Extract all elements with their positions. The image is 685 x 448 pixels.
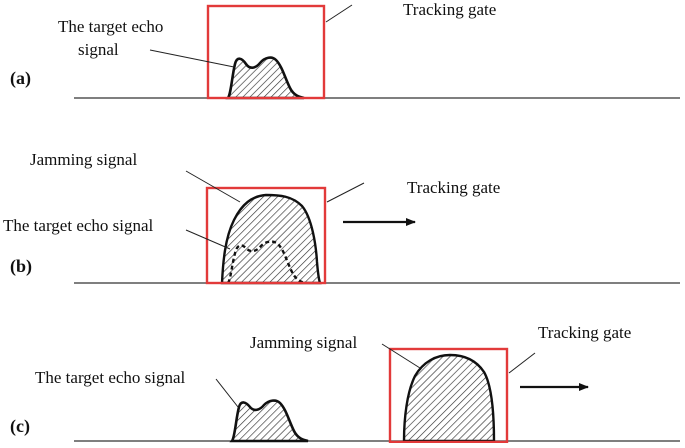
panel-c-target-echo-signal — [229, 399, 309, 443]
panel-a-echo-label-line2: signal — [78, 40, 119, 59]
panel-a-echo-label-line1: The target echo — [58, 17, 163, 36]
panel-a: (a) The target echo signal Tracking gate — [10, 0, 680, 100]
panel-c-jamming-signal — [402, 353, 496, 443]
panel-b-gate-label: Tracking gate — [407, 178, 500, 197]
panel-c: (c) Jamming signal The target echo signa… — [10, 323, 680, 444]
panel-c-gate-label: Tracking gate — [538, 323, 631, 342]
panel-c-jamming-label: Jamming signal — [250, 333, 357, 352]
panel-b-jamming-leader — [185, 170, 241, 203]
panel-a-tracking-gate — [206, 4, 326, 100]
panel-b-jamming-signal — [220, 193, 322, 285]
panel-b-echo-label: The target echo signal — [3, 216, 154, 235]
panel-c-tracking-gate — [388, 347, 509, 444]
panel-a-gate-leader — [325, 4, 353, 23]
panel-b-gate-leader — [326, 182, 365, 203]
panel-a-echo-leader — [149, 49, 235, 68]
panel-c-echo-label: The target echo signal — [35, 368, 186, 387]
panel-a-label: (a) — [10, 68, 31, 89]
panel-b-jamming-label: Jamming signal — [30, 150, 137, 169]
panel-b-tracking-gate — [205, 186, 327, 285]
panel-b-echo-leader — [185, 229, 231, 250]
panel-c-label: (c) — [10, 416, 30, 437]
panel-a-target-echo-signal — [225, 56, 305, 100]
panel-b: (b) Jamming signal The target echo signa… — [3, 150, 680, 285]
panel-a-gate-label: Tracking gate — [403, 0, 496, 19]
panel-b-label: (b) — [10, 256, 32, 277]
panel-c-echo-leader — [215, 378, 239, 408]
panel-b-target-echo-signal — [226, 240, 306, 285]
panel-c-gate-leader — [508, 352, 536, 374]
panel-c-jamming-leader — [381, 343, 421, 369]
